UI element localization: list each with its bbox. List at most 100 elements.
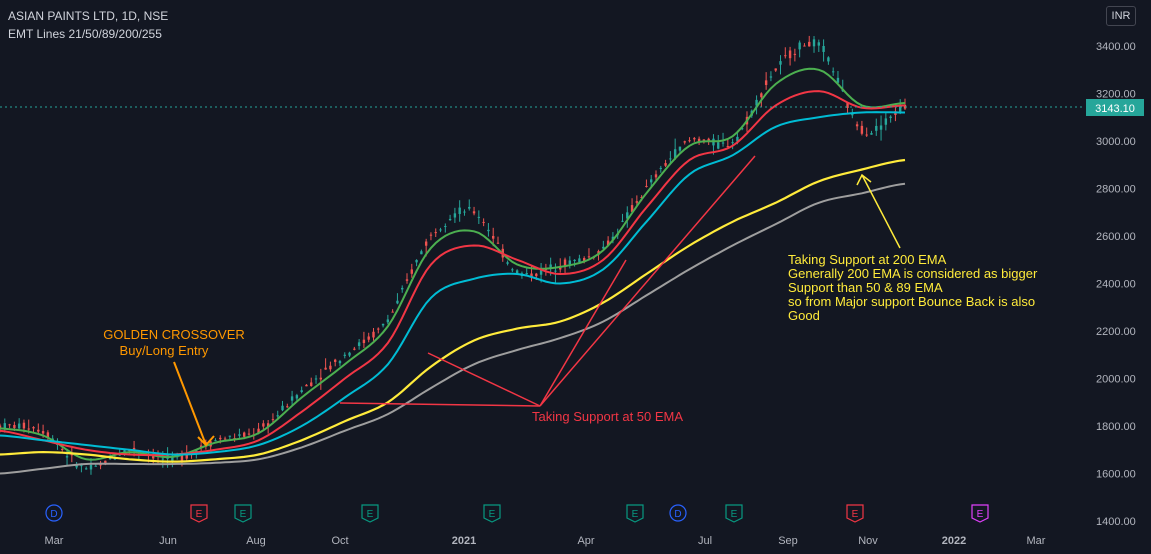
price-tick-label: 1800.00 [1096, 421, 1136, 433]
candle-body [84, 468, 88, 470]
candle-body [535, 273, 538, 277]
candle-body [870, 133, 873, 135]
candle-body [415, 259, 418, 263]
series-line-ema-50 [0, 90, 906, 457]
candle-body [405, 279, 409, 281]
candle-body [286, 406, 289, 408]
event-marker-d[interactable]: D [669, 504, 687, 522]
candle-body [271, 419, 275, 421]
symbol-title[interactable]: ASIAN PAINTS LTD, 1D, NSE [8, 9, 169, 23]
time-tick-label: Mar [1027, 535, 1046, 547]
candle-body [846, 102, 849, 108]
ema-lines [0, 67, 906, 475]
candle-body [803, 45, 806, 47]
event-marker-e[interactable]: E [234, 504, 252, 523]
price-tick-label: 1400.00 [1096, 516, 1136, 528]
candle-body [808, 41, 811, 47]
candle-body [626, 212, 629, 219]
candle-body [424, 241, 428, 246]
candle-body [717, 142, 720, 149]
series-line-ema-200 [0, 158, 906, 463]
candle-body [477, 216, 481, 218]
candle-body [281, 405, 284, 411]
event-marker-letter: E [852, 509, 859, 520]
candle-body [420, 251, 423, 255]
event-marker-e[interactable]: E [626, 504, 644, 523]
candle-body [348, 352, 351, 356]
candle-body [180, 454, 184, 462]
candle-body [381, 323, 385, 326]
candles [0, 35, 907, 475]
currency-button[interactable]: INR [1106, 6, 1136, 26]
event-marker-e[interactable]: E [361, 504, 379, 523]
candle-body [353, 348, 356, 350]
support50-arrow-4 [539, 155, 756, 407]
price-axis[interactable]: 3400.00 3200.00 3000.00 2800.00 2600.00 2400.… [1096, 41, 1136, 528]
last-price-label: 3143.10 [1095, 103, 1135, 115]
candle-body [295, 395, 299, 399]
price-tick-label: 2800.00 [1096, 184, 1136, 196]
price-tick-label: 2600.00 [1096, 231, 1136, 243]
event-marker-e[interactable]: E [971, 504, 989, 523]
candle-body [214, 440, 217, 442]
candle-body [372, 331, 375, 338]
candle-body [879, 125, 883, 130]
event-marker-e[interactable]: E [725, 504, 743, 523]
candle-body [80, 465, 83, 467]
event-marker-e[interactable]: E [190, 504, 208, 523]
golden-crossover-title: GOLDEN CROSSOVER [103, 327, 245, 342]
candle-body [3, 423, 6, 430]
candle-body [99, 464, 102, 466]
series-line-ema-21 [0, 67, 906, 461]
candle-body [310, 382, 313, 386]
candle-body [386, 319, 390, 323]
candle-body [559, 267, 562, 270]
candle-body [884, 118, 888, 125]
candle-body [515, 270, 519, 275]
candle-body [621, 220, 624, 222]
support50-arrow-2 [427, 352, 541, 407]
price-tick-label: 3000.00 [1096, 136, 1136, 148]
candle-body [391, 311, 394, 313]
event-marker-shape [626, 504, 644, 523]
event-marker-shape [846, 504, 864, 523]
candle-body [774, 68, 777, 71]
candle-body [573, 259, 576, 261]
candle-body [563, 259, 567, 267]
price-axis-bg [1085, 0, 1151, 554]
candle-body [492, 235, 495, 239]
candle-body [688, 140, 691, 142]
event-marker-d[interactable]: D [45, 504, 63, 522]
event-marker-e[interactable]: E [483, 504, 501, 523]
time-tick-label: Jun [159, 535, 177, 547]
time-tick-label: Jul [698, 535, 712, 547]
candle-body [822, 45, 825, 52]
event-marker-letter: D [50, 509, 57, 520]
support200-line-3: Support than 50 & 89 EMA [788, 280, 943, 295]
candle-body [266, 423, 270, 427]
candle-body [654, 174, 658, 178]
event-marker-shape [971, 504, 989, 523]
candle-body [468, 206, 471, 209]
candle-body [32, 427, 35, 429]
candle-body [463, 211, 466, 213]
candle-body [61, 448, 64, 450]
candle-body [276, 415, 279, 417]
time-tick-label: Oct [331, 535, 348, 547]
candle-body [238, 434, 241, 436]
candle-body [171, 455, 174, 463]
indicator-label[interactable]: EMT Lines 21/50/89/200/255 [8, 27, 162, 41]
candle-body [434, 232, 437, 234]
event-marker-e[interactable]: E [846, 504, 864, 523]
candle-body [673, 149, 677, 158]
price-tick-label: 1600.00 [1096, 469, 1136, 481]
candle-body [697, 138, 701, 142]
candle-body [731, 142, 734, 144]
time-tick-label: Apr [577, 535, 594, 547]
candle-body [549, 264, 552, 269]
time-axis[interactable]: Mar Jun Aug Oct 2021 Apr Jul Sep Nov 2022 Mar [45, 535, 1046, 547]
candle-body [812, 39, 816, 47]
